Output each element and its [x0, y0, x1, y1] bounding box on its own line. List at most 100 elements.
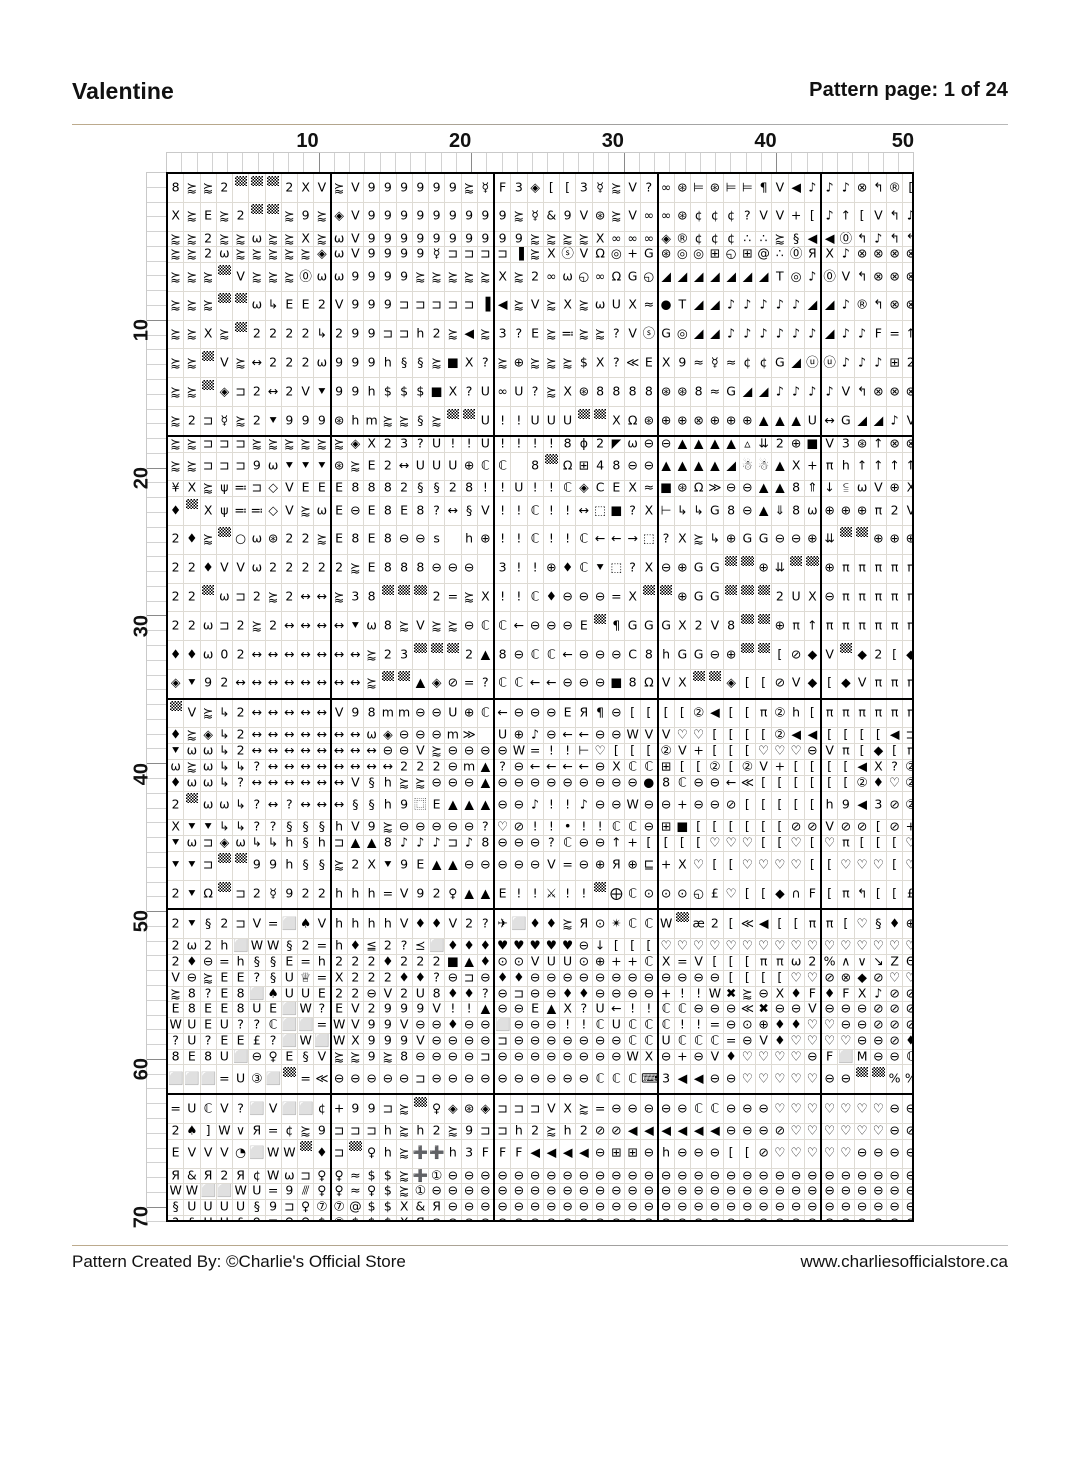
stitch-cell[interactable]: ⊐: [200, 406, 217, 437]
stitch-cell[interactable]: ⊖: [755, 1168, 773, 1185]
stitch-cell[interactable]: ℂ: [527, 525, 544, 555]
stitch-cell[interactable]: ↰: [870, 174, 888, 203]
stitch-cell[interactable]: ▲: [788, 406, 805, 437]
stitch-cell[interactable]: ⊖: [739, 1033, 757, 1050]
stitch-cell[interactable]: 9: [363, 320, 381, 350]
stitch-cell[interactable]: ⊖: [624, 1199, 642, 1216]
stitch-cell[interactable]: ⊖: [592, 759, 609, 776]
stitch-cell[interactable]: [: [854, 727, 871, 745]
stitch-cell[interactable]: !: [559, 880, 577, 911]
stitch-cell[interactable]: ♠: [183, 1123, 201, 1140]
stitch-cell[interactable]: ♡: [739, 938, 757, 955]
stitch-cell[interactable]: ⊘: [886, 791, 904, 821]
stitch-cell[interactable]: ⪸: [379, 1049, 397, 1066]
stitch-cell[interactable]: ⪸: [183, 377, 201, 408]
stitch-cell[interactable]: U: [200, 1199, 217, 1216]
stitch-cell[interactable]: ⬜: [281, 1001, 299, 1019]
stitch-cell[interactable]: !: [559, 791, 577, 821]
stitch-cell[interactable]: §: [412, 348, 430, 379]
stitch-cell[interactable]: U: [200, 1215, 217, 1220]
stitch-cell[interactable]: 8: [379, 496, 397, 526]
stitch-cell[interactable]: X: [363, 435, 381, 453]
stitch-cell[interactable]: ⊖: [477, 1017, 495, 1034]
stitch-cell[interactable]: ⬜: [281, 1017, 299, 1034]
stitch-cell[interactable]: E: [412, 851, 430, 881]
stitch-cell[interactable]: X: [396, 1199, 413, 1216]
stitch-cell[interactable]: ↔: [281, 611, 299, 642]
stitch-cell[interactable]: ⯆: [313, 452, 332, 482]
stitch-cell[interactable]: ◢: [821, 291, 839, 321]
stitch-cell[interactable]: ⊐: [444, 291, 462, 321]
stitch-cell[interactable]: ⬜: [232, 1049, 250, 1066]
stitch-cell[interactable]: ≕: [232, 480, 250, 498]
stitch-cell[interactable]: ⪸: [444, 262, 462, 292]
stitch-cell[interactable]: ♦: [168, 640, 185, 670]
stitch-cell[interactable]: 2: [461, 909, 478, 940]
stitch-cell[interactable]: ⊖: [428, 1183, 446, 1201]
stitch-cell[interactable]: ⊖: [674, 1168, 692, 1185]
stitch-cell[interactable]: ⊖: [640, 1215, 659, 1220]
stitch-cell[interactable]: 2: [771, 435, 789, 453]
stitch-cell[interactable]: 8: [363, 480, 381, 498]
stitch-cell[interactable]: +: [804, 452, 822, 482]
stitch-cell[interactable]: ♡: [771, 851, 789, 881]
stitch-cell[interactable]: ↔: [248, 727, 266, 745]
stitch-cell[interactable]: ↔: [313, 775, 332, 792]
stitch-cell[interactable]: ⊖: [200, 954, 217, 971]
stitch-cell[interactable]: F: [804, 880, 822, 911]
stitch-cell[interactable]: ⬜: [281, 909, 299, 940]
stitch-cell[interactable]: ⊖: [527, 1017, 544, 1034]
stitch-cell[interactable]: ♪: [821, 377, 839, 408]
stitch-cell[interactable]: ⊖: [428, 1033, 446, 1050]
stitch-cell[interactable]: ω: [313, 348, 332, 379]
stitch-cell[interactable]: ⊘: [886, 1001, 904, 1019]
stitch-cell[interactable]: ◵: [723, 246, 740, 264]
stitch-cell[interactable]: ⊖: [477, 1064, 495, 1096]
stitch-cell[interactable]: 3: [657, 1064, 675, 1096]
stitch-cell[interactable]: ⊖: [494, 1168, 512, 1185]
stitch-cell[interactable]: ⊖: [592, 1199, 609, 1216]
stitch-cell[interactable]: ←: [494, 698, 512, 729]
stitch-cell[interactable]: $: [575, 348, 593, 379]
stitch-cell[interactable]: ⊘: [723, 791, 740, 821]
stitch-cell[interactable]: 2: [281, 377, 299, 408]
stitch-cell[interactable]: 8: [363, 583, 381, 613]
stitch-cell[interactable]: ↳: [690, 496, 708, 526]
stitch-cell[interactable]: ⊐: [527, 1094, 544, 1125]
stitch-cell[interactable]: ⊖: [771, 1001, 789, 1019]
stitch-cell[interactable]: ω: [183, 775, 201, 792]
stitch-cell[interactable]: ◢: [690, 262, 708, 292]
stitch-cell[interactable]: π: [771, 954, 789, 971]
stitch-cell[interactable]: ⊖: [624, 1215, 642, 1220]
stitch-cell[interactable]: ⊐: [265, 1215, 282, 1220]
stitch-cell[interactable]: [: [723, 1139, 740, 1169]
stitch-cell[interactable]: ♡: [788, 1064, 805, 1096]
stitch-cell[interactable]: ⯆: [200, 819, 217, 837]
stitch-cell[interactable]: 8: [200, 1049, 217, 1066]
stitch-cell[interactable]: V: [216, 554, 234, 584]
stitch-cell[interactable]: ⊐: [412, 291, 430, 321]
stitch-cell[interactable]: ↳: [232, 819, 250, 837]
stitch-cell[interactable]: [444, 640, 462, 670]
stitch-cell[interactable]: ♡: [804, 1033, 822, 1050]
stitch-cell[interactable]: V: [200, 1139, 217, 1169]
stitch-cell[interactable]: 9: [444, 174, 462, 203]
stitch-cell[interactable]: 2: [281, 174, 299, 203]
stitch-cell[interactable]: π: [837, 611, 855, 642]
stitch-cell[interactable]: ☿: [265, 880, 282, 911]
stitch-cell[interactable]: ⊖: [608, 970, 626, 987]
stitch-cell[interactable]: E: [313, 986, 332, 1003]
stitch-cell[interactable]: ω: [788, 954, 805, 971]
stitch-cell[interactable]: [: [821, 775, 839, 792]
stitch-cell[interactable]: ♪: [739, 320, 757, 350]
stitch-cell[interactable]: §: [461, 496, 478, 526]
stitch-cell[interactable]: +: [690, 743, 708, 760]
stitch-cell[interactable]: ♡: [739, 1064, 757, 1096]
stitch-cell[interactable]: 9: [396, 1001, 413, 1019]
stitch-cell[interactable]: $: [379, 1199, 397, 1216]
stitch-cell[interactable]: ⊖: [494, 743, 512, 760]
stitch-cell[interactable]: ⪸: [313, 435, 332, 453]
stitch-cell[interactable]: ♦: [510, 970, 528, 987]
stitch-cell[interactable]: ⊐: [494, 1094, 512, 1125]
stitch-cell[interactable]: ⊖: [575, 1064, 593, 1096]
